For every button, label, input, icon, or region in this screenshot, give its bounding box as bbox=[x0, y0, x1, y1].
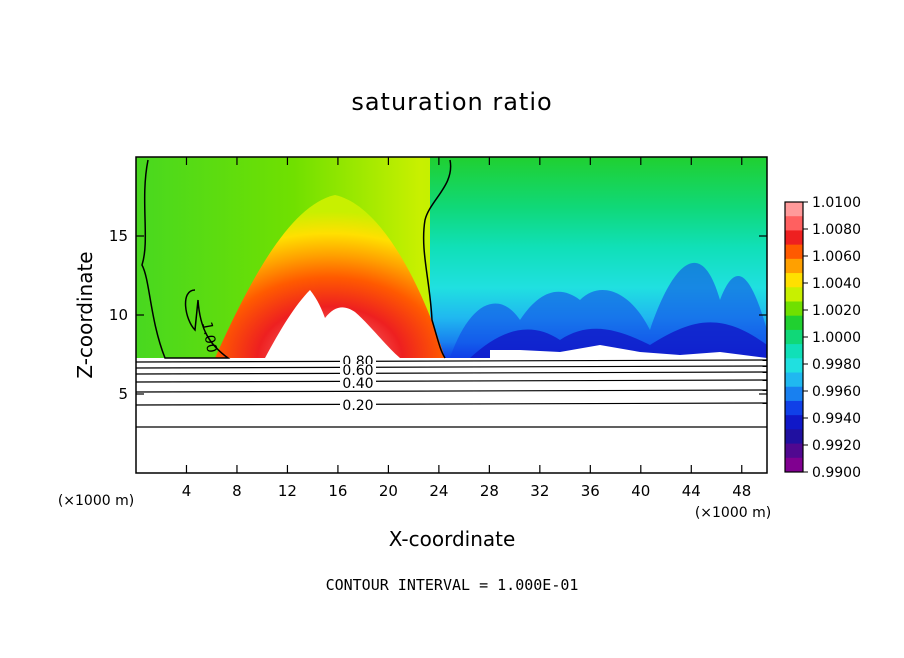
contour-label-bg bbox=[340, 364, 376, 377]
colorbar-segment bbox=[785, 287, 803, 302]
y-axis-label: Z-coordinate bbox=[73, 251, 97, 378]
x-tick-label: 36 bbox=[581, 482, 600, 500]
y-tick-label: 10 bbox=[109, 306, 128, 324]
x-unit-label: (×1000 m) bbox=[695, 505, 771, 521]
field-lower-region bbox=[136, 358, 767, 473]
colorbar-segment bbox=[785, 273, 803, 288]
x-tick-label: 48 bbox=[732, 482, 751, 500]
colorbar-segment bbox=[785, 358, 803, 374]
x-tick-label: 4 bbox=[182, 482, 192, 500]
colorbar-label: 0.9980 bbox=[812, 357, 861, 373]
contour-interval-note: CONTOUR INTERVAL = 1.000E-01 bbox=[325, 576, 579, 594]
contour-label: 0.60 bbox=[342, 363, 373, 379]
colorbar-label: 1.0000 bbox=[812, 330, 861, 346]
colorbar: 1.0100 1.0080 1.0060 1.0040 1.0020 1.0000 0.99… bbox=[784, 195, 861, 481]
x-tick-label: 20 bbox=[379, 482, 398, 500]
contour-line-4 bbox=[136, 365, 767, 369]
contour-label: 1.00 bbox=[198, 321, 219, 354]
contour-label-bg bbox=[340, 377, 376, 390]
colorbar-label: 1.0040 bbox=[812, 276, 861, 292]
colorbar-label: 1.0060 bbox=[812, 249, 861, 265]
colorbar-label: 1.0100 bbox=[812, 195, 861, 211]
x-tick-label: 44 bbox=[682, 482, 701, 500]
chart-title: saturation ratio bbox=[351, 88, 553, 116]
colorbar-label: 1.0020 bbox=[812, 303, 861, 319]
field-masked-right bbox=[490, 345, 767, 358]
x-tick-label: 16 bbox=[328, 482, 347, 500]
y-unit-label: (×1000 m) bbox=[58, 493, 134, 509]
colorbar-segment bbox=[785, 258, 803, 274]
contour-line-2 bbox=[422, 159, 452, 359]
colorbar-segment bbox=[785, 301, 803, 317]
colorbar-segment bbox=[785, 372, 803, 388]
contour-line-3 bbox=[136, 359, 767, 363]
colorbar-segment bbox=[785, 443, 803, 459]
x-tick-label: 28 bbox=[480, 482, 499, 500]
colorbar-label: 1.0080 bbox=[812, 222, 861, 238]
x-tick-label: 8 bbox=[232, 482, 242, 500]
contour-labels: 1.000.800.600.400.20 bbox=[198, 321, 376, 414]
contour-line-7 bbox=[136, 389, 767, 393]
colorbar-label: 0.9960 bbox=[812, 384, 861, 400]
colorbar-segment bbox=[785, 429, 803, 445]
colorbar-segment bbox=[785, 457, 803, 473]
field-arch-region bbox=[215, 195, 445, 358]
field-masked-region bbox=[265, 290, 400, 358]
y-tick-label: 5 bbox=[118, 385, 128, 403]
colorbar-segment bbox=[785, 386, 803, 402]
contour-line-8 bbox=[136, 402, 767, 406]
colorbar-segment bbox=[785, 400, 803, 416]
colorbar-segment bbox=[785, 329, 803, 345]
contour-line-6 bbox=[136, 379, 767, 383]
contour-label-bg bbox=[340, 399, 376, 412]
x-tick-label: 12 bbox=[278, 482, 297, 500]
y-axis-ticks: 5 10 15 bbox=[109, 227, 767, 403]
contour-label: 0.40 bbox=[342, 376, 373, 392]
field-very-dry-blobs bbox=[470, 322, 767, 358]
colorbar-label: 0.9940 bbox=[812, 411, 861, 427]
colorbar-segment bbox=[785, 202, 803, 217]
contour-line-5 bbox=[136, 371, 767, 375]
x-tick-label: 32 bbox=[530, 482, 549, 500]
colorbar-segment bbox=[785, 315, 803, 331]
contour-line-1 bbox=[141, 159, 231, 359]
colorbar-segment bbox=[785, 244, 803, 260]
x-axis-label: X-coordinate bbox=[389, 527, 516, 551]
colorbar-label: 0.9900 bbox=[812, 465, 861, 481]
colorbar-segment bbox=[785, 230, 803, 246]
x-tick-label: 40 bbox=[631, 482, 650, 500]
colorbar-label: 0.9920 bbox=[812, 438, 861, 454]
contour-label: 0.20 bbox=[342, 398, 373, 414]
x-axis-ticks: 4 8 12 16 20 24 28 32 36 40 44 48 bbox=[182, 157, 751, 500]
heatmap-field bbox=[136, 157, 767, 473]
colorbar-segment bbox=[785, 415, 803, 430]
y-tick-label: 15 bbox=[109, 227, 128, 245]
x-tick-label: 24 bbox=[429, 482, 448, 500]
colorbar-segment bbox=[785, 344, 803, 359]
colorbar-segment bbox=[785, 216, 803, 231]
